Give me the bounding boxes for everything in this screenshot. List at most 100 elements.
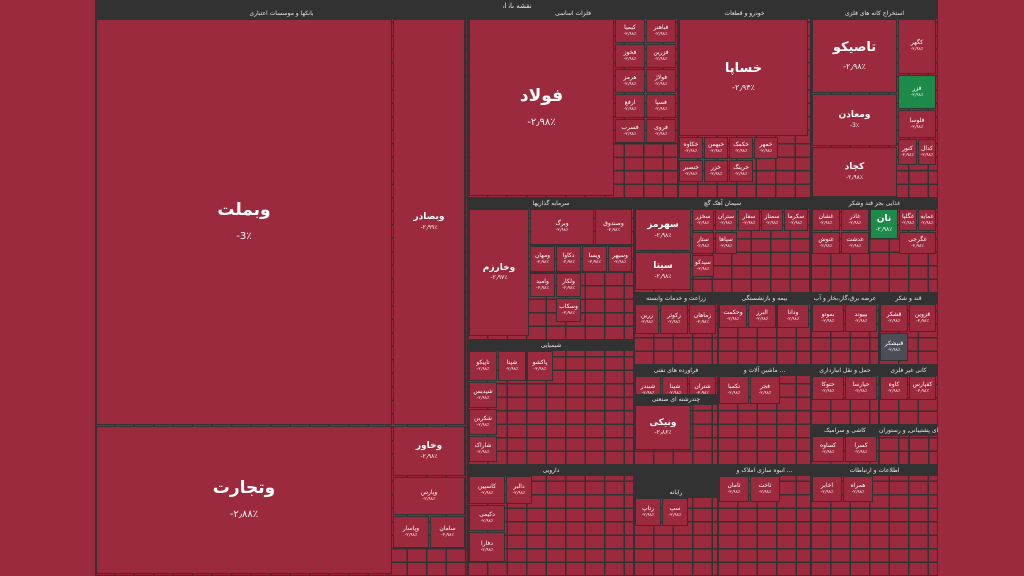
stock-tile[interactable]: ولکار -۲٫۹۸٪ (556, 273, 581, 297)
stock-tile[interactable]: ستران -۲٫۹۸٪ (715, 209, 737, 231)
stock-tile[interactable]: سفار -۲٫۹۸٪ (738, 209, 760, 231)
stock-tile[interactable]: قشکر -۲٫۹۸٪ (880, 304, 908, 332)
stock-tile[interactable]: دالبر -۲٫۹۸٪ (506, 476, 532, 504)
stock-tile[interactable]: ومهان -۲٫۹۸٪ (530, 246, 555, 272)
stock-tile[interactable]: پاکشو -۲٫۹۸٪ (527, 351, 553, 381)
stock-tile[interactable]: شپنا-۲٫۹۸٪ (498, 351, 526, 381)
sector-label[interactable]: زراعت و خدمات وابسته (646, 295, 706, 302)
stock-tile[interactable]: وبصادر -۲٫۹۹٪ (393, 19, 465, 425)
stock-tile[interactable]: شکربن -۲٫۹۸٪ (469, 409, 497, 435)
stock-tile[interactable]: کساوه -۲٫۹۸٪ (812, 436, 844, 462)
sector-label[interactable]: اطلاعات و ارتباطات (849, 467, 900, 474)
stock-tile[interactable]: ودانا -۲٫۹۸٪ (777, 304, 809, 328)
stock-tile[interactable]: وبملت -3٪ (96, 19, 392, 425)
stock-tile[interactable]: ارفع -۲٫۹۸٪ (615, 94, 645, 118)
stock-tile[interactable]: فجر -۲٫۹۸٪ (750, 376, 780, 404)
sector-label[interactable]: چندرشته ای صنعتی (651, 396, 701, 403)
stock-tile[interactable]: غمایه -۲٫۹۸٪ (918, 209, 936, 231)
stock-tile[interactable]: وصندوق -۲٫۹۸٪ (595, 209, 632, 245)
stock-tile[interactable]: وسکاب -۲٫۹۸٪ (556, 298, 581, 322)
sector-label[interactable]: فلزات اساسی (555, 10, 591, 17)
stock-tile[interactable]: سیتا -۲٫۹۸٪ (635, 252, 691, 290)
stock-tile[interactable]: فزر -۲٫۹۸٪ (898, 75, 936, 109)
stock-tile[interactable]: همراه -۲٫۹۸٪ (843, 476, 873, 502)
stock-tile[interactable]: حپارسا -۲٫۹۸٪ (845, 376, 877, 400)
stock-tile[interactable]: وامید -۲٫۹۸٪ (530, 273, 555, 297)
sector-label[interactable]: فعالیتهای پشتیبانی (909, 427, 938, 434)
stock-tile[interactable]: خکاوه -۲٫۹۸٪ (679, 137, 703, 159)
stock-tile[interactable]: سخزر -۲٫۹۸٪ (692, 209, 714, 231)
stock-tile[interactable]: بپیوند -۲٫۹۸٪ (845, 304, 877, 332)
sector-label[interactable]: انبوه سازی املاک و ... (736, 467, 793, 474)
stock-tile[interactable]: فخوز -۲٫۹۸٪ (615, 44, 645, 68)
sector-label[interactable]: سیمان آهک گچ (703, 200, 742, 207)
stock-tile[interactable]: وخاور -۲٫۹۸٪ (393, 426, 465, 476)
stock-tile[interactable]: البرز -۲٫۹۸٪ (748, 304, 776, 328)
stock-tile[interactable]: خساپا -۲٫۹۴٪ (679, 19, 808, 136)
sector-label[interactable]: استخراج کانه های فلزی (844, 10, 905, 17)
stock-tile[interactable]: سکرما -۲٫۹۸٪ (784, 209, 808, 231)
stock-tile[interactable]: فباهنر -۲٫۹۸٪ (646, 19, 676, 43)
sector-label[interactable]: کاشی و سرامیک (824, 427, 866, 434)
stock-tile[interactable]: کاوه -۲٫۹۸٪ (880, 376, 908, 400)
stock-tile[interactable]: ویسا -۲٫۹۸٪ (582, 246, 607, 272)
stock-tile[interactable]: فلوسا -۲٫۹۸٪ (898, 110, 936, 138)
stock-tile[interactable]: سپ -۲٫۹۸٪ (662, 498, 688, 526)
stock-tile[interactable]: خنصیر -۲٫۹۸٪ (679, 160, 703, 182)
stock-tile[interactable]: رتاپ -۲٫۹۸٪ (635, 498, 661, 526)
sector-label[interactable]: دارویی (542, 467, 560, 474)
stock-tile[interactable]: غاذر -۲٫۹۸٪ (841, 209, 869, 231)
sector-label[interactable]: بیمه و بازنشستگی (741, 295, 788, 302)
stock-tile[interactable]: دکیمی -۲٫۹۸٪ (469, 505, 505, 531)
stock-tile[interactable]: سپاها -۲٫۹۸٪ (715, 232, 737, 254)
stock-tile[interactable]: زرین -۲٫۹۸٪ (635, 304, 659, 334)
sector-label[interactable]: فراورده های نفتی (653, 367, 699, 374)
stock-tile[interactable]: ثاخت -۲٫۹۸٪ (750, 476, 780, 502)
stock-tile[interactable]: نان -۲٫۹۸٪ (870, 209, 898, 239)
sector-label[interactable]: حمل و نقل انبارداری (819, 367, 871, 374)
stock-tile[interactable]: وپارس -۲٫۹۸٪ (393, 477, 465, 515)
stock-tile[interactable]: فسپا -۲٫۹۸٪ (646, 94, 676, 118)
stock-tile[interactable]: کنور -۲٫۹۸٪ (898, 139, 917, 165)
stock-tile[interactable]: ثامان -۲٫۹۸٪ (719, 476, 749, 502)
stock-tile[interactable]: کفپارس -۲٫۹۸٪ (909, 376, 936, 400)
stock-tile[interactable]: ستار -۲٫۹۸٪ (692, 232, 714, 254)
stock-tile[interactable]: شپدیس -۲٫۹۸٪ (469, 382, 497, 408)
sector-label[interactable]: شیمیایی (540, 342, 562, 349)
stock-tile[interactable]: کاسپین -۲٫۹۸٪ (469, 476, 505, 504)
sector-label[interactable]: خودرو و قطعات (724, 10, 765, 17)
sector-label[interactable]: سرمایه گذاریها (532, 200, 570, 207)
stock-tile[interactable]: تاپیکو -۲٫۹۸٪ (469, 351, 497, 381)
sector-label[interactable]: ماشین آلات و ... (743, 367, 786, 374)
stock-tile[interactable]: خرینگ -۲٫۹۸٪ (729, 160, 753, 182)
stock-tile[interactable]: خمهر -۲٫۹۸٪ (754, 137, 778, 159)
stock-tile[interactable]: قزوین -۲٫۹۸٪ (909, 304, 936, 332)
stock-tile[interactable]: غگرجی -۲٫۹۸٪ (899, 232, 936, 254)
stock-tile[interactable]: وخارزم -۲٫۹۷٪ (469, 209, 529, 336)
stock-tile[interactable]: وتجارت -۲٫۸۸٪ (96, 426, 392, 574)
stock-tile[interactable]: کیمیا -۲٫۹۸٪ (615, 19, 645, 43)
sector-label[interactable]: غذایی بجز قند وشکر (848, 200, 901, 207)
stock-tile[interactable]: ونیکی -۲٫۸۶٪ (635, 405, 691, 450)
stock-tile[interactable]: سامان -۲٫۹۸٪ (430, 516, 465, 548)
stock-tile[interactable]: زکوثر -۲٫۹۸٪ (660, 304, 688, 334)
stock-tile[interactable]: کگهر -۲٫۹۸٪ (898, 19, 936, 74)
stock-tile[interactable]: حتوکا -۲٫۹۸٪ (812, 376, 844, 400)
stock-tile[interactable]: ومعادن -3٪ (812, 94, 897, 146)
sector-label[interactable]: قند و شکر (895, 295, 922, 302)
stock-tile[interactable]: اخابر -۲٫۹۸٪ (812, 476, 842, 502)
stock-tile[interactable]: کچاد -۲٫۹۸٪ (812, 147, 897, 197)
stock-tile[interactable]: زماهان -۲٫۹۸٪ (689, 304, 716, 334)
stock-tile[interactable]: وحکمت -۲٫۹۸٪ (719, 304, 747, 328)
stock-tile[interactable]: قنیشکر -۲٫۹۸٪ (880, 333, 908, 361)
stock-tile[interactable]: سیدکو -۲٫۹۸٪ (692, 255, 714, 277)
stock-tile[interactable]: فزرین -۲٫۹۸٪ (646, 44, 676, 68)
stock-tile[interactable]: وبرگ -۲٫۹۸٪ (530, 209, 594, 245)
stock-tile[interactable]: وپاسار -۲٫۹۸٪ (393, 516, 429, 548)
stock-tile[interactable]: سهرمز -۲٫۹۸٪ (635, 209, 691, 251)
sector-label[interactable]: هتل و رستوران (879, 427, 909, 434)
sector-label[interactable]: کانی غیر فلزی (890, 367, 927, 374)
sector-label[interactable]: عرضه برق،گاز،بخار و آب (813, 295, 877, 302)
stock-tile[interactable]: تکمبا -۲٫۹۸٪ (719, 376, 749, 404)
stock-tile[interactable]: سمتاز -۲٫۹۸٪ (761, 209, 783, 231)
